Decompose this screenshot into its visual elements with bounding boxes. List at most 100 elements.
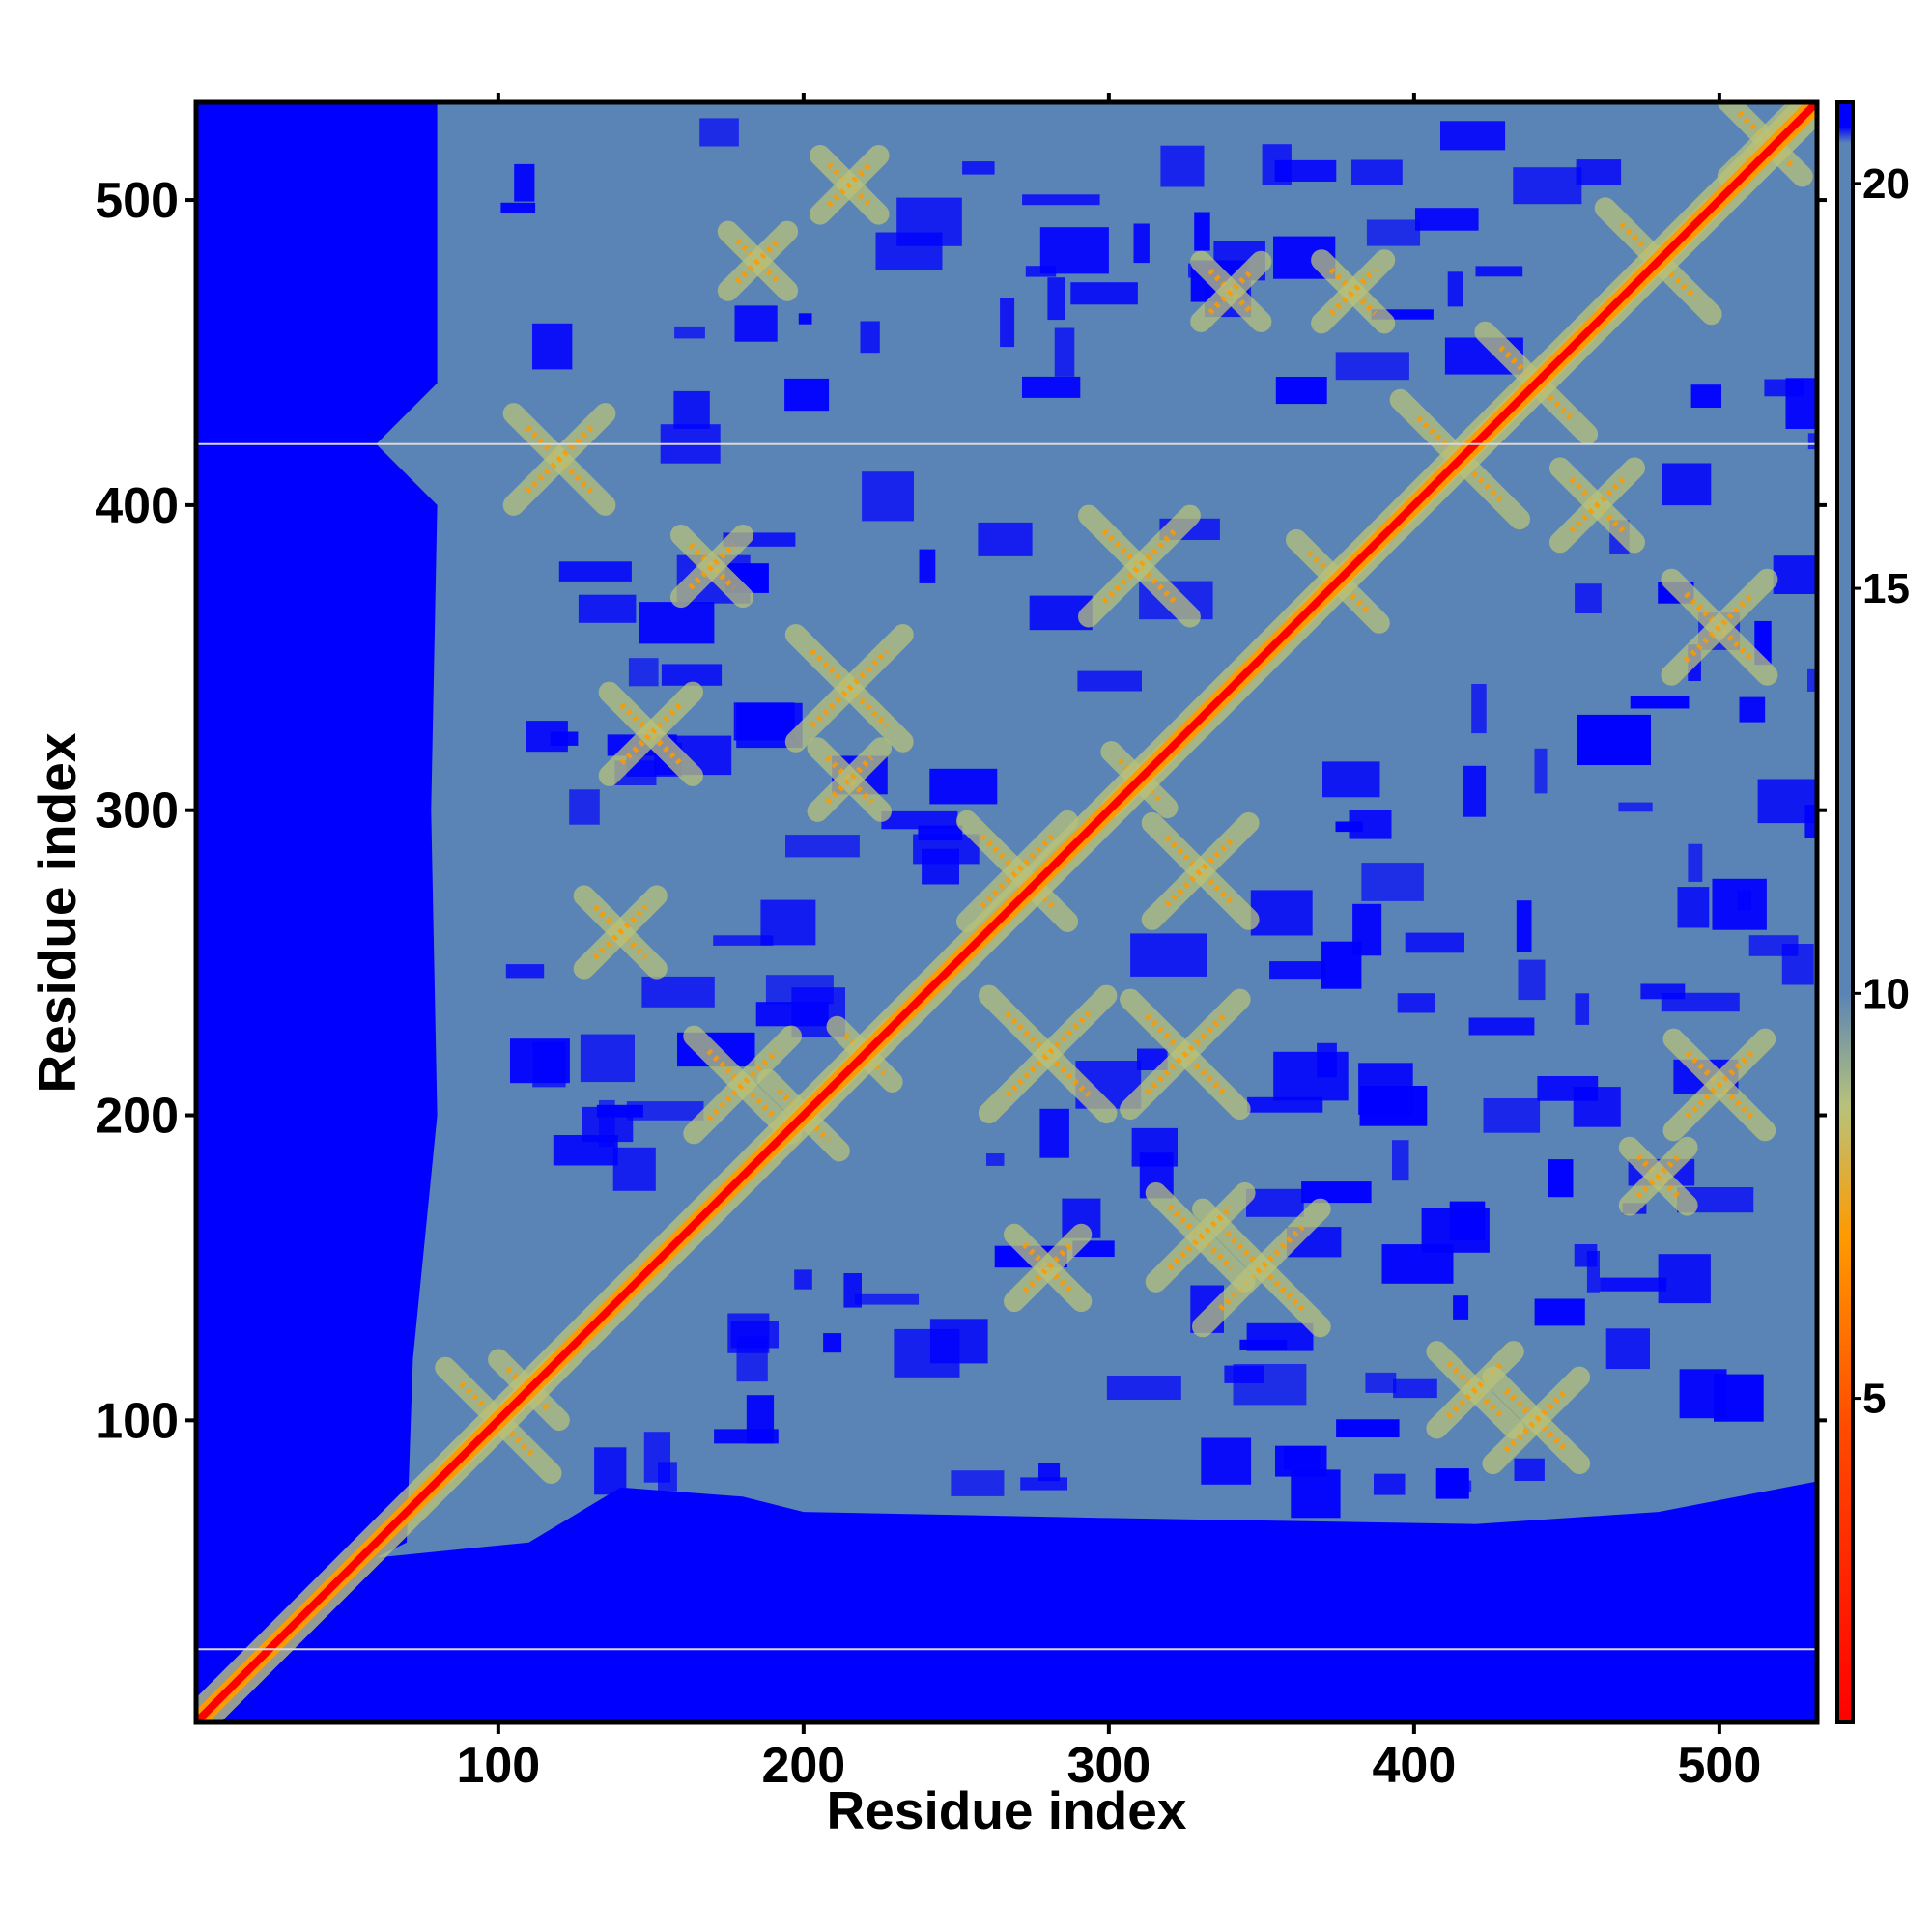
- heatmap-void: [661, 664, 723, 686]
- contact-feature: [1662, 1028, 1776, 1142]
- missing-rows: [196, 442, 1817, 1651]
- heatmap-void: [1605, 1328, 1650, 1370]
- top-axis-ticks: [496, 93, 1721, 102]
- y-axis-title: Residue index: [27, 732, 87, 1093]
- x-axis: 100 200 300 400 500: [456, 1722, 1761, 1794]
- heatmap-void: [919, 549, 936, 583]
- heatmap-void: [1269, 961, 1326, 980]
- heatmap-void: [1291, 1469, 1341, 1519]
- heatmap-void: [1548, 1159, 1574, 1198]
- heatmap-void: [843, 1273, 862, 1308]
- heatmap-void: [580, 1034, 635, 1083]
- heatmap-void: [673, 390, 710, 429]
- contact-feature: [598, 681, 703, 786]
- heatmap-void: [1322, 761, 1380, 798]
- heatmap-void: [1586, 1250, 1600, 1293]
- heatmap-void: [1047, 277, 1065, 321]
- heatmap-void: [1335, 352, 1409, 381]
- heatmap-void: [1374, 1473, 1406, 1495]
- contact-core: [825, 755, 874, 805]
- heatmap-void: [860, 321, 880, 354]
- heatmap-void: [532, 1041, 566, 1088]
- heatmap-void: [1275, 377, 1327, 405]
- contact-core: [1503, 1387, 1569, 1453]
- plot-frame: [193, 99, 1820, 1725]
- heatmap-void: [1397, 993, 1435, 1013]
- contact-feature: [717, 220, 799, 301]
- heatmap-void: [1773, 555, 1817, 594]
- contact-core: [505, 1366, 553, 1413]
- heatmap-void: [569, 789, 600, 825]
- contact-core: [825, 755, 874, 805]
- heatmap-void: [1600, 1277, 1667, 1292]
- colorbar-tick-label: 15: [1862, 565, 1910, 612]
- colorbar-frame: [1835, 100, 1855, 1724]
- contact-core: [1164, 835, 1236, 907]
- heatmap-void: [532, 323, 573, 370]
- colorbar-gradient: [1837, 102, 1853, 1722]
- heatmap-void: [1453, 1295, 1469, 1320]
- heatmap-void: [1130, 933, 1208, 977]
- heatmap-void: [1739, 696, 1766, 723]
- heatmap-diagonal: [196, 102, 1817, 1722]
- heatmap-void: [699, 118, 739, 147]
- contact-core: [1022, 1242, 1074, 1293]
- heatmap-void: [894, 1328, 960, 1378]
- contact-feature: [1311, 249, 1396, 334]
- heatmap-void: [1807, 433, 1817, 450]
- heatmap-void: [1440, 121, 1506, 151]
- heatmap-void: [784, 378, 830, 412]
- heatmap-void: [1688, 843, 1703, 882]
- contact-core: [525, 425, 594, 494]
- contact-feature: [1482, 1366, 1591, 1475]
- heatmap-void: [1463, 765, 1487, 817]
- heatmap-void: [823, 1333, 842, 1353]
- heatmap-void: [862, 471, 914, 522]
- heatmap-void: [628, 658, 659, 687]
- heatmap-void: [639, 602, 715, 644]
- heatmap-void: [1000, 298, 1015, 348]
- contact-core: [706, 1048, 780, 1122]
- heatmap-void: [1471, 684, 1487, 734]
- y-tick-label: 400: [95, 478, 179, 534]
- heatmap-void: [1514, 1458, 1545, 1481]
- contact-feature: [573, 885, 668, 980]
- heatmap-void: [550, 731, 579, 746]
- heatmap-void: [1246, 1188, 1304, 1217]
- heatmap-void: [1658, 1254, 1711, 1304]
- heatmap-void: [1575, 583, 1602, 613]
- x-tick-label: 300: [1066, 1738, 1151, 1794]
- heatmap-void: [1020, 1477, 1067, 1491]
- heatmap-void: [1335, 821, 1363, 833]
- heatmap-void: [734, 305, 778, 342]
- heatmap-void: [1022, 194, 1100, 206]
- contact-feature: [1618, 1136, 1698, 1216]
- heatmap-void: [714, 1429, 779, 1444]
- contact-feature: [1549, 457, 1645, 554]
- contact-feature: [1661, 568, 1778, 686]
- contact-feature: [1004, 1223, 1093, 1313]
- heatmap-void: [1351, 159, 1403, 185]
- x-tick-label: 100: [456, 1738, 540, 1794]
- heatmap-void: [951, 1470, 1005, 1496]
- heatmap-void: [798, 313, 812, 325]
- y-tick-label: 200: [95, 1089, 179, 1145]
- y-tick-label: 500: [95, 173, 179, 229]
- heatmap-void: [929, 768, 998, 805]
- contact-core: [1164, 835, 1236, 907]
- heatmap-void: [1359, 1086, 1428, 1126]
- heatmap-void: [1106, 1376, 1181, 1400]
- y-tick-label: 300: [95, 783, 179, 839]
- colorbar-tick-label: 10: [1862, 970, 1910, 1017]
- heatmap-void: [1077, 670, 1142, 692]
- heatmap-void: [505, 964, 545, 979]
- heatmap-void: [1250, 890, 1313, 936]
- contact-core: [810, 648, 890, 728]
- heatmap-void: [1807, 668, 1817, 692]
- heatmap-void: [1712, 878, 1767, 930]
- heatmap-void: [1405, 932, 1464, 953]
- heatmap-void: [1690, 384, 1721, 408]
- heatmap-void: [1274, 159, 1337, 182]
- heatmap-void: [514, 163, 535, 202]
- heatmap-void: [1714, 1374, 1764, 1422]
